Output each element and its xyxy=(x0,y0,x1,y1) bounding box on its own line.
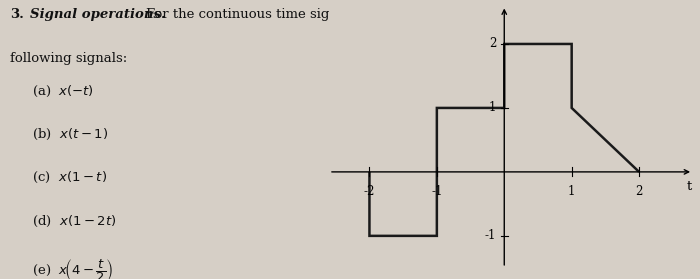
Text: -1: -1 xyxy=(431,185,442,198)
Text: following signals:: following signals: xyxy=(10,52,127,65)
Text: 3.: 3. xyxy=(10,8,25,21)
Text: (b)  $x(t-1)$: (b) $x(t-1)$ xyxy=(32,127,108,142)
Text: -2: -2 xyxy=(364,185,375,198)
Text: (d)  $x(1-2t)$: (d) $x(1-2t)$ xyxy=(32,213,116,229)
Text: 2: 2 xyxy=(636,185,643,198)
Text: 2: 2 xyxy=(489,37,496,50)
Text: For the continuous time signal shown below, sketch and label the: For the continuous time signal shown bel… xyxy=(146,8,583,21)
Text: 1: 1 xyxy=(568,185,575,198)
Text: 1: 1 xyxy=(489,102,496,114)
Text: (e)  $x\!\left(4-\dfrac{t}{2}\right)$: (e) $x\!\left(4-\dfrac{t}{2}\right)$ xyxy=(32,257,113,279)
Text: (a)  $x(-t)$: (a) $x(-t)$ xyxy=(32,84,94,99)
Text: -1: -1 xyxy=(485,229,496,242)
Text: t: t xyxy=(686,180,692,193)
Text: Signal operations.: Signal operations. xyxy=(30,8,166,21)
Text: (c)  $x(1-t)$: (c) $x(1-t)$ xyxy=(32,170,106,185)
